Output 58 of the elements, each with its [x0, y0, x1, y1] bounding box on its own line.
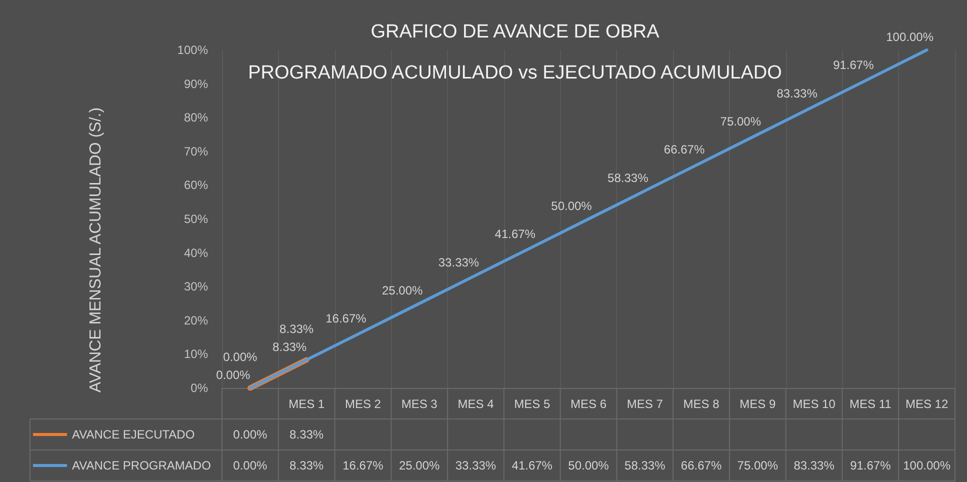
text: 0.00% — [216, 368, 250, 382]
y-tick-label: 60% — [184, 178, 208, 192]
data-label: 83.33% — [794, 458, 835, 472]
data-label: 8.33% — [290, 428, 324, 442]
y-tick-label: 100% — [177, 43, 208, 57]
text: 25.00% — [382, 284, 423, 298]
text: 8.33% — [272, 340, 307, 354]
y-tick-label: 30% — [184, 280, 208, 294]
text: 91.67% — [833, 58, 874, 72]
text: 58.33% — [608, 170, 648, 185]
data-label: 25.00% — [398, 458, 440, 472]
x-tick-label: MES 8 — [683, 397, 720, 411]
x-tick-label: MES 4 — [458, 397, 494, 411]
text: 33.33% — [438, 255, 480, 270]
data-label: 50.00% — [568, 458, 610, 472]
data-label: 58.33% — [624, 458, 666, 472]
text: PROGRAMADO ACUMULADO vs EJECUTADO ACUMULADO — [248, 62, 782, 84]
y-tick-label: 20% — [184, 313, 208, 328]
x-tick-label: MES 3 — [401, 397, 438, 411]
y-tick-label: 80% — [184, 110, 208, 125]
data-label: 66.67% — [680, 458, 722, 472]
data-label: 0.00% — [233, 458, 268, 472]
y-axis-title: AVANCE MENSUAL ACUMULADO (S/.) — [88, 107, 104, 393]
x-tick-label: MES 11 — [850, 397, 892, 411]
x-tick-label: MES 2 — [344, 397, 382, 411]
x-tick-label: MES 10 — [792, 397, 836, 411]
text: 16.67% — [326, 312, 366, 326]
x-tick-label: MES 7 — [626, 397, 664, 411]
text: 66.67% — [664, 142, 705, 157]
x-tick-label: MES 12 — [905, 397, 948, 411]
y-tick-label: 90% — [184, 76, 208, 91]
data-label: 8.33% — [290, 458, 324, 472]
data-label: 100.00% — [903, 458, 951, 472]
legend-label: AVANCE PROGRAMADO — [72, 458, 211, 472]
text: 50.00% — [551, 199, 592, 213]
data-label: 41.67% — [512, 458, 553, 472]
y-tick-label: 70% — [184, 144, 208, 158]
text: 41.67% — [494, 227, 536, 242]
data-label: 0.00% — [233, 428, 268, 442]
y-tick-label: 10% — [184, 347, 208, 362]
text: 0.00% — [223, 350, 258, 364]
legend-label: AVANCE EJECUTADO — [72, 428, 195, 442]
chart-title: GRAFICO DE AVANCE DE OBRA — [370, 22, 660, 42]
x-tick-label: MES 6 — [570, 397, 607, 411]
y-tick-label: 50% — [184, 212, 208, 226]
text: 83.33% — [776, 86, 818, 100]
text: 100.00% — [886, 30, 934, 44]
y-tick-label: 40% — [184, 246, 208, 260]
x-tick-label: MES 9 — [740, 397, 776, 411]
x-tick-label: MES 1 — [288, 397, 325, 411]
text: 75.00% — [720, 114, 762, 128]
text: 8.33% — [280, 322, 314, 336]
data-label: 91.67% — [850, 458, 892, 472]
data-label: 33.33% — [455, 458, 496, 472]
y-tick-label: 0% — [190, 381, 208, 395]
x-tick-label: MES 5 — [514, 397, 550, 411]
data-label: 75.00% — [737, 458, 778, 472]
data-label: 16.67% — [342, 458, 384, 472]
